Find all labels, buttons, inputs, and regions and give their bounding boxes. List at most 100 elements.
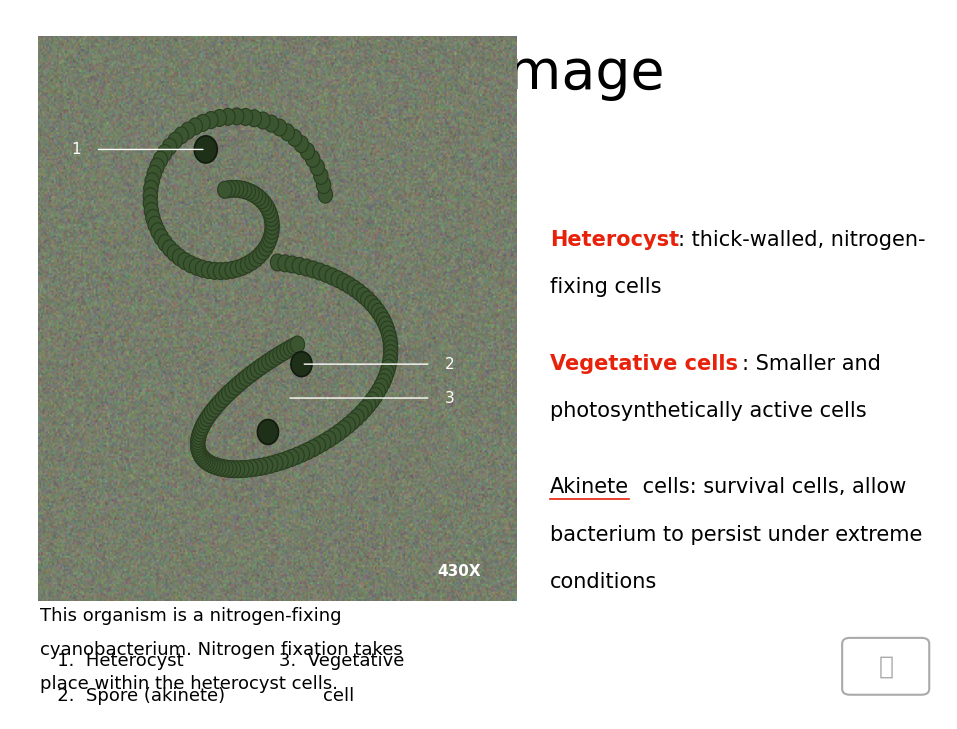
Circle shape [145, 203, 159, 219]
Text: cells: survival cells, allow: cells: survival cells, allow [636, 477, 907, 497]
Circle shape [290, 448, 304, 464]
Text: cell: cell [323, 687, 354, 705]
Circle shape [383, 335, 397, 352]
Circle shape [163, 240, 177, 257]
Circle shape [384, 345, 398, 362]
Circle shape [217, 182, 232, 198]
Circle shape [163, 139, 177, 155]
Circle shape [371, 383, 386, 399]
Circle shape [240, 256, 255, 273]
Circle shape [358, 401, 372, 418]
Circle shape [248, 187, 262, 203]
Text: photosynthetically active cells: photosynthetically active cells [550, 401, 867, 421]
Circle shape [198, 413, 212, 429]
Text: This organism is a nitrogen-fixing: This organism is a nitrogen-fixing [40, 607, 342, 625]
Circle shape [326, 427, 341, 445]
Circle shape [197, 451, 211, 468]
Circle shape [230, 180, 244, 198]
Circle shape [313, 263, 327, 280]
Circle shape [191, 430, 206, 448]
Circle shape [158, 235, 172, 252]
Circle shape [239, 460, 254, 477]
Circle shape [356, 287, 370, 304]
Circle shape [191, 440, 206, 458]
Circle shape [319, 265, 333, 282]
Circle shape [378, 369, 392, 386]
Circle shape [269, 348, 283, 365]
Circle shape [258, 239, 273, 256]
Circle shape [238, 109, 253, 125]
Circle shape [280, 124, 295, 141]
Circle shape [273, 119, 287, 136]
Circle shape [249, 250, 263, 267]
Circle shape [279, 451, 294, 468]
Circle shape [262, 231, 277, 248]
Circle shape [257, 195, 272, 211]
Circle shape [204, 112, 218, 128]
Circle shape [199, 453, 213, 469]
Circle shape [234, 461, 249, 477]
Circle shape [264, 115, 278, 132]
Text: 3: 3 [445, 391, 455, 405]
Text: 🔊: 🔊 [879, 655, 894, 678]
Circle shape [225, 381, 239, 398]
Circle shape [212, 394, 227, 411]
Circle shape [341, 417, 355, 434]
Circle shape [245, 253, 259, 270]
Circle shape [337, 273, 351, 291]
Circle shape [264, 209, 278, 227]
Circle shape [145, 173, 159, 190]
Circle shape [322, 431, 336, 448]
Circle shape [145, 209, 160, 227]
Circle shape [241, 183, 256, 200]
Circle shape [291, 351, 312, 377]
Circle shape [265, 222, 279, 239]
Text: : thick-walled, nitrogen-: : thick-walled, nitrogen- [678, 230, 925, 249]
Circle shape [203, 456, 217, 472]
Circle shape [296, 445, 310, 462]
Circle shape [342, 277, 356, 294]
Circle shape [319, 186, 333, 203]
Circle shape [285, 256, 300, 273]
Circle shape [189, 118, 203, 135]
Circle shape [239, 370, 254, 386]
Circle shape [232, 375, 246, 392]
Circle shape [278, 255, 292, 272]
Circle shape [235, 258, 250, 275]
Circle shape [345, 413, 360, 430]
Circle shape [331, 424, 345, 441]
Circle shape [261, 202, 276, 219]
Circle shape [265, 214, 279, 230]
Circle shape [376, 373, 390, 391]
Circle shape [365, 295, 379, 312]
Circle shape [215, 459, 230, 476]
Circle shape [218, 460, 233, 477]
Circle shape [192, 445, 207, 462]
Circle shape [277, 343, 291, 361]
Circle shape [212, 109, 227, 127]
Circle shape [352, 284, 367, 300]
Circle shape [201, 262, 215, 278]
Circle shape [255, 192, 269, 208]
Circle shape [148, 217, 163, 233]
Text: bacterium to persist under extreme: bacterium to persist under extreme [550, 525, 923, 545]
Circle shape [207, 400, 221, 417]
Circle shape [317, 434, 331, 451]
Circle shape [167, 245, 182, 262]
Circle shape [202, 407, 216, 424]
Circle shape [258, 457, 273, 475]
Text: : Smaller and: : Smaller and [742, 354, 880, 373]
Circle shape [190, 433, 205, 450]
Circle shape [195, 419, 210, 436]
Circle shape [218, 388, 233, 405]
Circle shape [231, 461, 245, 477]
Circle shape [192, 425, 207, 442]
Circle shape [271, 254, 285, 271]
Circle shape [213, 262, 228, 280]
Circle shape [231, 260, 245, 277]
Circle shape [382, 326, 396, 343]
Circle shape [215, 391, 230, 408]
Circle shape [292, 257, 306, 274]
Circle shape [274, 453, 288, 470]
Text: sp. filament.: sp. filament. [246, 572, 365, 590]
